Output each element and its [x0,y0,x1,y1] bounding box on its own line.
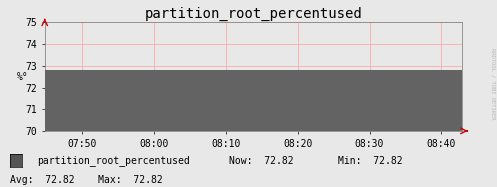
Text: RRDTOOL / TOBI OETIKER: RRDTOOL / TOBI OETIKER [491,48,496,120]
Text: Min:  72.82: Min: 72.82 [338,156,403,166]
Y-axis label: %°: %° [17,72,28,82]
Text: Now:  72.82: Now: 72.82 [229,156,293,166]
Title: partition_root_percentused: partition_root_percentused [145,7,362,22]
Text: Avg:  72.82    Max:  72.82: Avg: 72.82 Max: 72.82 [10,174,163,185]
Text: partition_root_percentused: partition_root_percentused [37,155,190,166]
